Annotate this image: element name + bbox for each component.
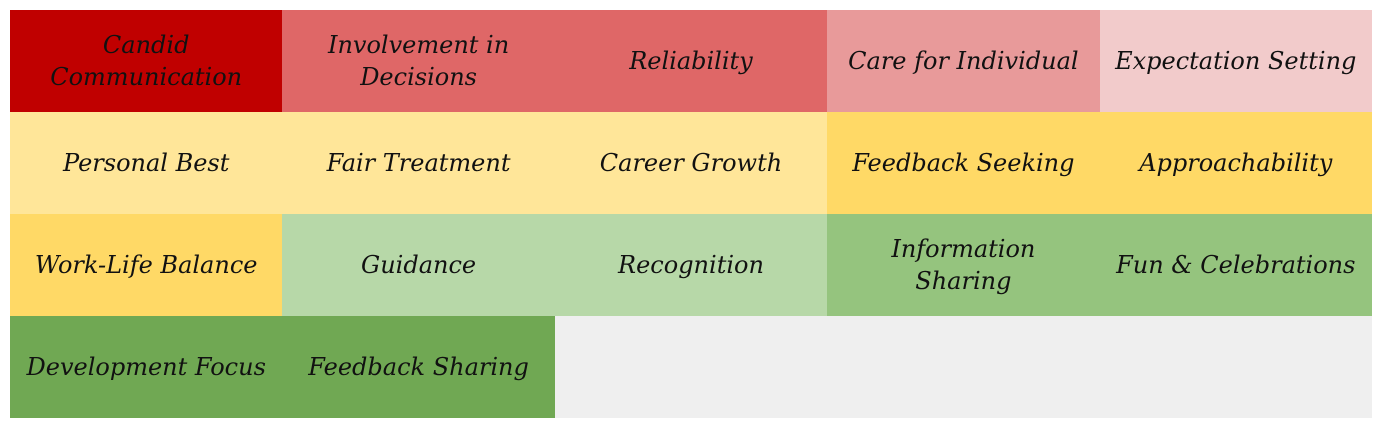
- heatmap-cell: Personal Best: [10, 112, 283, 214]
- heatmap-cell: Feedback Sharing: [282, 316, 555, 418]
- heatmap-cell: Work-Life Balance: [10, 214, 283, 316]
- heatmap-cell-label: Feedback Sharing: [308, 353, 529, 381]
- heatmap-cell-label: Career Growth: [599, 149, 783, 177]
- heatmap-cell-label: Feedback Seeking: [852, 149, 1075, 177]
- heatmap-cell: Recognition: [554, 214, 828, 316]
- heatmap-cell: Reliability: [554, 10, 828, 112]
- heatmap-cell-label: Approachability: [1139, 149, 1333, 177]
- heatmap-cell-label: Expectation Setting: [1115, 47, 1357, 75]
- heatmap-cell: Development Focus: [10, 316, 283, 418]
- heatmap-cell-label: Care for Individual: [848, 47, 1079, 75]
- heatmap-cell: Career Growth: [554, 112, 828, 214]
- heatmap-cell-label: Candid Communication: [50, 31, 243, 91]
- heatmap-cell: Feedback Seeking: [827, 112, 1100, 214]
- heatmap-cell-label: Reliability: [629, 47, 753, 75]
- heatmap-cell-label: Recognition: [618, 251, 764, 279]
- heatmap-cell: Approachability: [1099, 112, 1372, 214]
- heatmap-cell: Information Sharing: [827, 214, 1100, 316]
- heatmap-cell: Candid Communication: [10, 10, 283, 112]
- heatmap-cell-label: Fair Treatment: [326, 149, 511, 177]
- heatmap-cell: Fun & Celebrations: [1099, 214, 1372, 316]
- heatmap-cell-label: Personal Best: [63, 149, 230, 177]
- heatmap-cell-label: Development Focus: [26, 353, 266, 381]
- heatmap-cell: Care for Individual: [827, 10, 1100, 112]
- attribute-heatmap: Candid Communication Involvement in Decisio…: [10, 10, 1372, 418]
- heatmap-cell: Guidance: [282, 214, 555, 316]
- heatmap-cell-label: Work-Life Balance: [34, 251, 258, 279]
- heatmap-cell-label: Guidance: [361, 251, 477, 279]
- heatmap-cell-label: Involvement in Decisions: [327, 31, 510, 91]
- heatmap-cell-label: Fun & Celebrations: [1116, 251, 1356, 279]
- heatmap-cell: Fair Treatment: [282, 112, 555, 214]
- heatmap-cell-label: Information Sharing: [891, 235, 1036, 295]
- heatmap-cell: Expectation Setting: [1099, 10, 1372, 112]
- heatmap-cell: Involvement in Decisions: [282, 10, 555, 112]
